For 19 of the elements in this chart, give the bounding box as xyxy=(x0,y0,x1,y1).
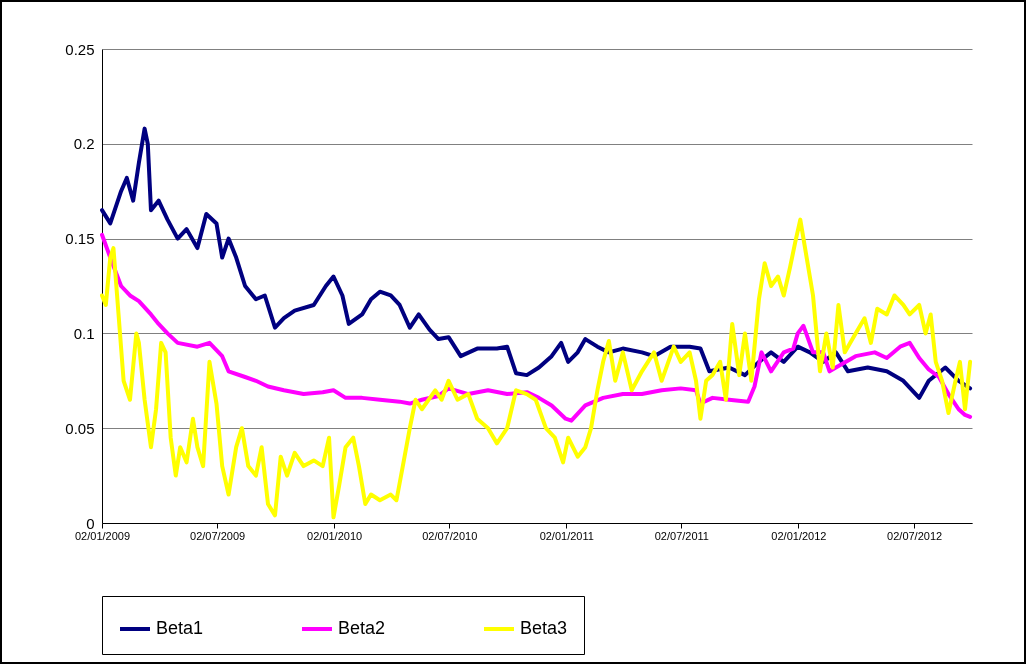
x-tick-label: 02/01/2009 xyxy=(74,529,131,542)
x-tick-label: 02/07/2012 xyxy=(887,529,943,542)
y-tick-label: 0.15 xyxy=(65,230,95,248)
x-tick-label: 02/01/2012 xyxy=(771,529,827,542)
x-tick-label: 02/07/2010 xyxy=(422,529,478,542)
line-series xyxy=(100,217,973,520)
x-tick-label: 02/01/2010 xyxy=(307,529,363,542)
y-tick-label: 0.25 xyxy=(65,40,95,58)
line-series xyxy=(100,126,973,400)
x-tick-label: 02/01/2011 xyxy=(539,529,594,542)
legend-label: Beta1 xyxy=(156,618,204,638)
x-tick-label: 02/07/2009 xyxy=(190,529,246,542)
y-tick-label: 0.1 xyxy=(73,324,95,342)
legend-label: Beta2 xyxy=(338,618,386,638)
y-tick-label: 0 xyxy=(86,514,95,532)
x-tick-label: 02/07/2011 xyxy=(654,529,709,542)
y-tick-label: 0.05 xyxy=(65,419,95,437)
legend-label: Beta3 xyxy=(520,618,568,638)
y-tick-label: 0.2 xyxy=(73,135,95,153)
